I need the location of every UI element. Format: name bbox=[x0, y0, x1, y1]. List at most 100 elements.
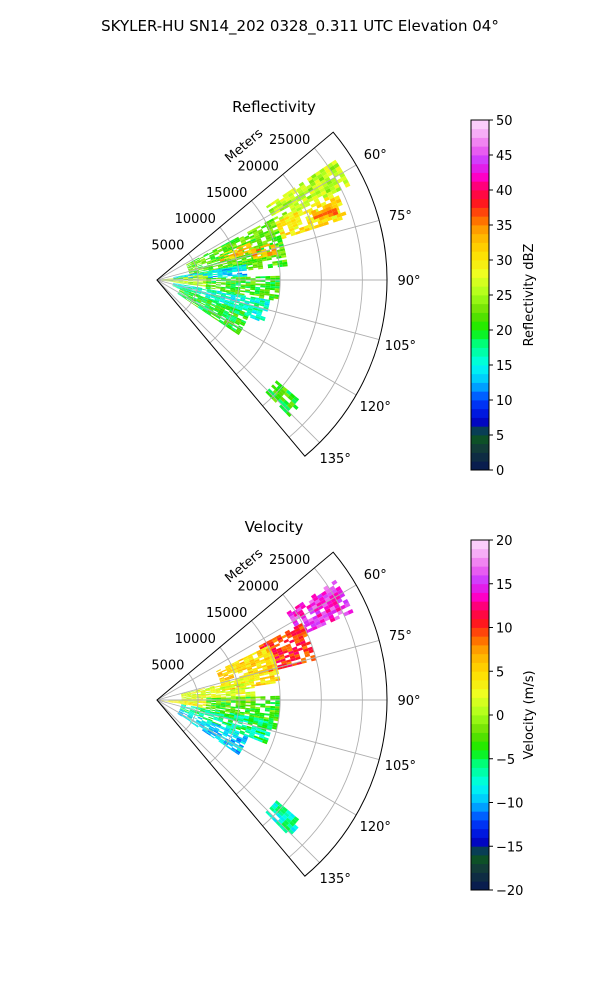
echo-cell bbox=[207, 273, 213, 275]
echo-cell bbox=[232, 734, 238, 738]
echo-cell bbox=[197, 717, 203, 720]
echo-cell bbox=[240, 701, 246, 704]
echo-cell bbox=[235, 664, 241, 668]
echo-cell bbox=[221, 735, 226, 740]
echo-cell bbox=[230, 697, 236, 699]
echo-cell bbox=[220, 305, 226, 309]
colorbar-tick-label: 0 bbox=[496, 709, 504, 724]
echo-cell bbox=[202, 283, 208, 285]
echo-cell bbox=[212, 273, 218, 276]
colorbar-segment bbox=[471, 566, 489, 576]
echo-cell bbox=[228, 247, 234, 252]
echo-cell bbox=[286, 634, 293, 639]
echo-cell bbox=[244, 683, 250, 687]
echo-cell bbox=[255, 314, 262, 318]
echo-cell bbox=[228, 255, 234, 258]
echo-cell bbox=[188, 282, 193, 284]
echo-cell bbox=[218, 717, 224, 721]
echo-cell bbox=[178, 701, 184, 703]
echo-cell bbox=[289, 194, 295, 200]
echo-cell bbox=[270, 702, 276, 705]
echo-cell bbox=[222, 313, 228, 317]
echo-cell bbox=[270, 284, 276, 287]
colorbar-segment bbox=[471, 242, 489, 252]
echo-cell bbox=[279, 231, 286, 235]
echo-cell bbox=[295, 642, 302, 647]
echo-cell bbox=[293, 201, 300, 207]
echo-cell bbox=[315, 170, 321, 177]
echo-cell bbox=[215, 687, 221, 690]
echo-cell bbox=[299, 637, 305, 643]
echo-cell bbox=[216, 314, 221, 319]
echo-cell bbox=[189, 711, 195, 714]
echo-cell bbox=[251, 251, 257, 255]
echo-cell bbox=[186, 262, 191, 266]
echo-cell bbox=[238, 744, 244, 748]
echo-cell bbox=[218, 266, 224, 269]
echo-cell bbox=[245, 297, 251, 300]
echo-cell bbox=[216, 733, 222, 737]
echo-cell bbox=[245, 662, 251, 666]
echo-cell bbox=[307, 220, 313, 225]
echo-cell bbox=[317, 213, 324, 218]
echo-cell bbox=[264, 220, 270, 225]
colorbar-segment bbox=[471, 347, 489, 357]
echo-cell bbox=[278, 383, 285, 389]
echo-cell bbox=[183, 700, 189, 702]
echo-cell bbox=[254, 292, 260, 295]
echo-cell bbox=[198, 700, 203, 702]
echo-cell bbox=[213, 729, 219, 733]
echo-cell bbox=[233, 304, 239, 308]
echo-cell bbox=[274, 290, 280, 293]
echo-cell bbox=[212, 300, 218, 303]
echo-cell bbox=[230, 663, 235, 668]
echo-cell bbox=[229, 256, 235, 260]
echo-cell bbox=[216, 277, 222, 279]
echo-cell bbox=[189, 710, 195, 713]
echo-cell bbox=[237, 721, 243, 725]
echo-cell bbox=[272, 724, 278, 728]
echo-cell bbox=[230, 690, 236, 693]
echo-cell bbox=[187, 285, 193, 287]
echo-cell bbox=[290, 206, 297, 212]
echo-cell bbox=[212, 718, 218, 721]
echo-cell bbox=[295, 630, 302, 635]
echo-cell bbox=[189, 301, 195, 305]
echo-cell bbox=[294, 653, 300, 658]
colorbar-tick-label: 15 bbox=[496, 578, 513, 593]
echo-cell bbox=[328, 602, 334, 609]
echo-cell bbox=[240, 662, 246, 667]
echo-cell bbox=[328, 614, 335, 620]
colorbar-segment bbox=[471, 356, 489, 366]
echo-cell bbox=[220, 290, 226, 292]
echo-cell bbox=[310, 622, 317, 628]
echo-cell bbox=[220, 682, 226, 686]
echo-cell bbox=[278, 241, 284, 246]
echo-cell bbox=[268, 228, 274, 233]
echo-cell bbox=[229, 686, 235, 689]
echo-cell bbox=[173, 700, 179, 702]
echo-cell bbox=[216, 723, 222, 726]
echo-cell bbox=[196, 693, 201, 696]
echo-cell bbox=[275, 704, 281, 707]
echo-cell bbox=[208, 268, 214, 270]
echo-cell bbox=[233, 744, 239, 749]
echo-cell bbox=[163, 280, 169, 282]
echo-cell bbox=[347, 609, 354, 615]
echo-cell bbox=[191, 291, 197, 294]
echo-cell bbox=[200, 710, 205, 712]
echo-cell bbox=[316, 612, 323, 618]
colorbar-segment bbox=[471, 881, 489, 891]
echo-cell bbox=[230, 290, 236, 293]
range-ring bbox=[262, 174, 322, 407]
echo-cell bbox=[206, 731, 212, 735]
echo-cell bbox=[283, 819, 290, 826]
echo-cell bbox=[215, 725, 221, 729]
echo-cell bbox=[312, 596, 319, 602]
echo-cell bbox=[277, 818, 284, 825]
echo-cell bbox=[215, 704, 221, 706]
echo-cell bbox=[181, 695, 187, 697]
echo-cell bbox=[300, 204, 307, 210]
echo-cell bbox=[221, 696, 226, 698]
echo-cell bbox=[255, 297, 261, 301]
